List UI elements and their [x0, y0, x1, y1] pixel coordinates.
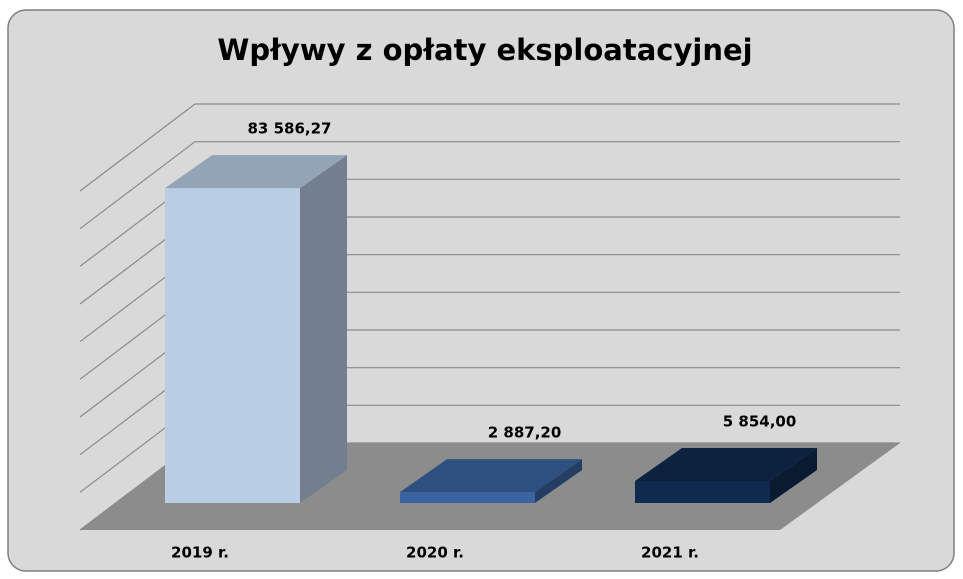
- bar-side: [535, 459, 582, 503]
- bar-front: [635, 480, 770, 503]
- bar-top: [400, 459, 582, 493]
- grid-line: [79, 141, 196, 230]
- bar-top: [635, 447, 817, 481]
- bar: [165, 155, 347, 503]
- grid-line: [79, 103, 196, 192]
- bar: [400, 459, 582, 503]
- bar: [635, 447, 817, 503]
- bar-front: [400, 492, 535, 503]
- chart-title: Wpływy z opłaty eksploatacyjnej: [217, 33, 752, 67]
- data-label: 5 854,00: [723, 412, 797, 430]
- bar-side: [300, 155, 347, 503]
- x-tick-label: 2019 r.: [171, 544, 229, 562]
- data-label: 2 887,20: [488, 424, 562, 442]
- x-tick-label: 2020 r.: [406, 544, 464, 562]
- bar-top: [165, 155, 347, 189]
- x-tick-label: 2021 r.: [641, 544, 699, 562]
- bar-front: [165, 188, 300, 503]
- data-label: 83 586,27: [248, 120, 332, 138]
- bar-side: [770, 447, 817, 503]
